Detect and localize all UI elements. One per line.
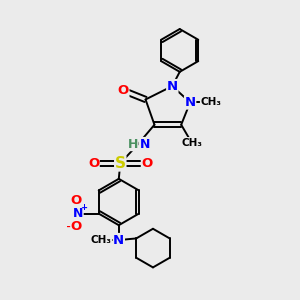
Text: N: N — [113, 234, 124, 247]
Text: N: N — [167, 80, 178, 93]
Text: O: O — [71, 194, 82, 207]
Text: O: O — [71, 220, 82, 233]
Text: CH₃: CH₃ — [91, 235, 112, 245]
Text: −: − — [66, 222, 74, 232]
Text: O: O — [118, 84, 129, 97]
Text: N: N — [184, 96, 196, 109]
Text: O: O — [141, 157, 153, 170]
Text: N: N — [140, 138, 150, 151]
Text: H: H — [128, 138, 138, 151]
Text: CH₃: CH₃ — [200, 98, 221, 107]
Text: N: N — [73, 207, 83, 220]
Text: S: S — [115, 156, 126, 171]
Text: O: O — [88, 157, 99, 170]
Text: +: + — [80, 202, 87, 211]
Text: CH₃: CH₃ — [181, 138, 202, 148]
